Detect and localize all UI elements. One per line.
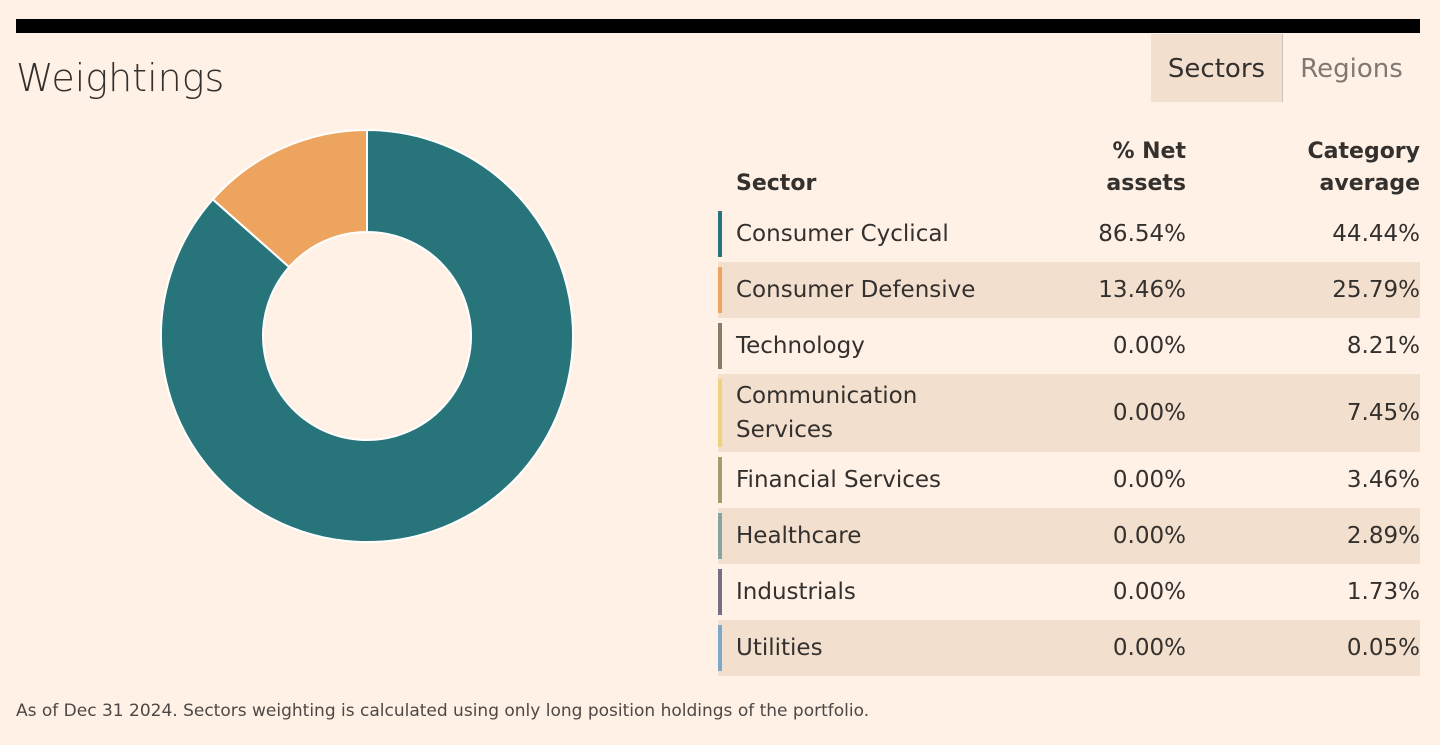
top-rule	[16, 19, 1420, 33]
sector-name: Technology	[736, 333, 865, 359]
sector-name: Communication Services	[736, 383, 918, 443]
sector-name: Industrials	[736, 579, 856, 605]
color-swatch	[718, 323, 722, 369]
color-swatch	[718, 625, 722, 671]
table-row: Industrials 0.00% 1.73%	[718, 564, 1420, 620]
color-swatch	[718, 211, 722, 257]
table-row: Utilities 0.00% 0.05%	[718, 620, 1420, 676]
color-swatch	[718, 457, 722, 503]
title: Weightings	[16, 56, 225, 100]
table-header: Sector % Net assets Category average	[718, 130, 1420, 200]
net-assets: 0.00%	[1112, 400, 1186, 426]
category-average: 25.79%	[1332, 277, 1420, 303]
donut-chart	[160, 128, 574, 543]
column-header-text: % Net assets	[1106, 139, 1186, 196]
column-header: % Net assets	[986, 136, 1186, 200]
sector-name: Utilities	[736, 635, 823, 661]
donut-segment	[211, 128, 368, 269]
tab[interactable]: Regions	[1300, 54, 1403, 84]
category-average: 1.73%	[1346, 579, 1420, 605]
category-average: 3.46%	[1346, 467, 1420, 493]
net-assets: 0.00%	[1112, 333, 1186, 359]
column-header: Sector	[736, 171, 817, 196]
table-row: Communication Services 0.00% 7.45%	[718, 374, 1420, 452]
column-header: Category average	[1186, 136, 1420, 200]
category-average: 2.89%	[1346, 523, 1420, 549]
category-average: 7.45%	[1346, 400, 1420, 426]
donut-segment	[160, 128, 574, 543]
color-swatch	[718, 267, 722, 313]
net-assets: 13.46%	[1098, 277, 1186, 303]
table-row: Healthcare 0.00% 2.89%	[718, 508, 1420, 564]
net-assets: 0.00%	[1112, 635, 1186, 661]
sector-name: Healthcare	[736, 523, 862, 549]
footnote: As of Dec 31 2024. Sectors weighting is …	[16, 701, 870, 721]
table-row: Consumer Defensive 13.46% 25.79%	[718, 262, 1420, 318]
column-header-text: Category average	[1307, 139, 1420, 196]
net-assets: 0.00%	[1112, 467, 1186, 493]
sector-name: Consumer Defensive	[736, 277, 976, 303]
category-average: 8.21%	[1346, 333, 1420, 359]
sector-table: Sector % Net assets Category average Con…	[718, 130, 1420, 676]
sector-name: Financial Services	[736, 467, 942, 493]
sector-name: Consumer Cyclical	[736, 221, 949, 247]
net-assets: 0.00%	[1112, 523, 1186, 549]
net-assets: 86.54%	[1098, 221, 1186, 247]
category-average: 0.05%	[1346, 635, 1420, 661]
category-average: 44.44%	[1332, 221, 1420, 247]
tab-active[interactable]: Sectors	[1151, 34, 1283, 102]
table-row: Consumer Cyclical 86.54% 44.44%	[718, 206, 1420, 262]
color-swatch	[718, 513, 722, 559]
table-row: Technology 0.00% 8.21%	[718, 318, 1420, 374]
net-assets: 0.00%	[1112, 579, 1186, 605]
color-swatch	[718, 379, 722, 447]
color-swatch	[718, 569, 722, 615]
table-row: Financial Services 0.00% 3.46%	[718, 452, 1420, 508]
